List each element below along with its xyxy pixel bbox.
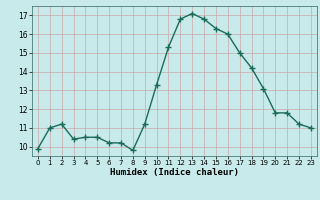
X-axis label: Humidex (Indice chaleur): Humidex (Indice chaleur) <box>110 168 239 177</box>
